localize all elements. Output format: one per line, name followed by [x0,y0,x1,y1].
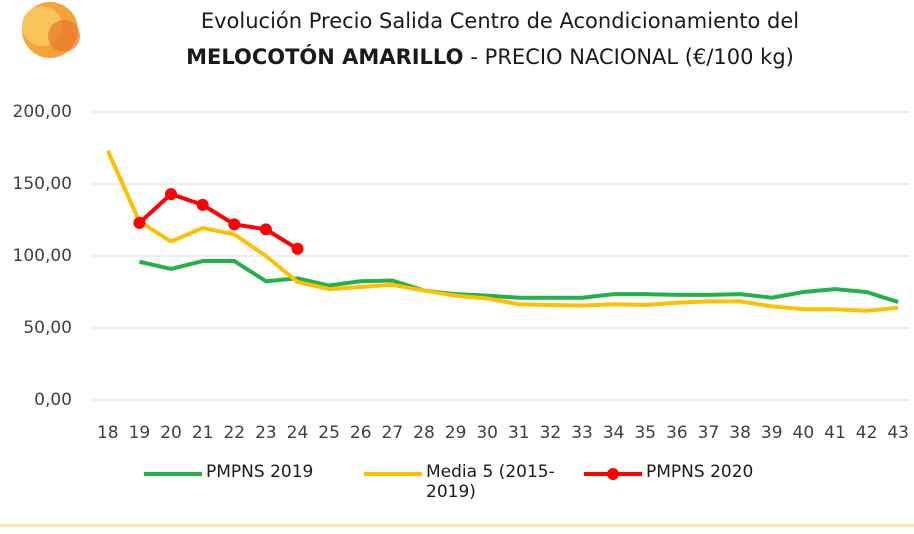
title-rest: - PRECIO NACIONAL (€/100 kg) [470,45,793,69]
point [133,216,146,229]
x-tick-label: 40 [793,423,815,443]
title-bold: MELOCOTÓN AMARILLO [186,44,463,69]
y-tick-label: 200,00 [13,102,72,122]
x-tick-label: 36 [666,423,688,443]
x-tick-label: 18 [97,423,119,443]
legend-swatch [144,472,202,476]
legend-label: Media 5 (2015-2019) [426,462,555,502]
series-line [105,150,899,313]
legend-swatch [584,468,642,480]
legend-item: Media 5 (2015-2019) [360,462,580,502]
x-tick-label: 31 [508,423,530,443]
point [165,188,178,201]
x-tick-label: 42 [856,423,878,443]
point [228,218,241,231]
x-tick-label: 24 [287,423,309,443]
x-tick-label: 27 [382,423,404,443]
chart: Evolución Precio Salida Centro de Acondi… [13,2,909,443]
x-tick-label: 28 [413,423,435,443]
x-tick-label: 35 [634,423,656,443]
chart-title: Evolución Precio Salida Centro de Acondi… [201,9,799,33]
bottom-border [0,524,914,527]
series-line [138,259,899,304]
x-tick-label: 43 [887,423,909,443]
x-tick-label: 39 [761,423,783,443]
x-tick-label: 34 [603,423,625,443]
x-tick-label: 38 [729,423,751,443]
x-tick-label: 29 [445,423,467,443]
point [196,198,209,211]
x-tick-label: 22 [223,423,245,443]
x-tick-label: 23 [255,423,277,443]
x-tick-label: 32 [540,423,562,443]
x-tick-label: 25 [318,423,340,443]
legend-label: PMPNS 2019 [206,462,314,482]
legend-item: PMPNS 2019 [140,462,360,502]
point [259,223,272,236]
x-tick-label: 21 [192,423,214,443]
y-tick-label: 0,00 [34,390,72,410]
y-tick-label: 150,00 [13,174,72,194]
x-tick-label: 19 [129,423,151,443]
x-tick-label: 37 [698,423,720,443]
chart-title: MELOCOTÓN AMARILLO - PRECIO NACIONAL (€/1… [186,44,794,69]
y-tick-label: 50,00 [23,318,72,338]
x-tick-label: 41 [824,423,846,443]
legend-marker [607,468,619,480]
x-tick-label: 33 [571,423,593,443]
legend: PMPNS 2019 Media 5 (2015-2019) PMPNS 2020 [140,462,840,502]
x-tick-label: 26 [350,423,372,443]
series-line [138,192,299,251]
y-tick-label: 100,00 [13,246,72,266]
peach-icon [22,2,80,58]
point [291,242,304,255]
x-tick-label: 20 [160,423,182,443]
legend-item: PMPNS 2020 [580,462,800,502]
x-tick-label: 30 [476,423,498,443]
legend-swatch [364,472,422,476]
legend-label: PMPNS 2020 [646,462,754,482]
